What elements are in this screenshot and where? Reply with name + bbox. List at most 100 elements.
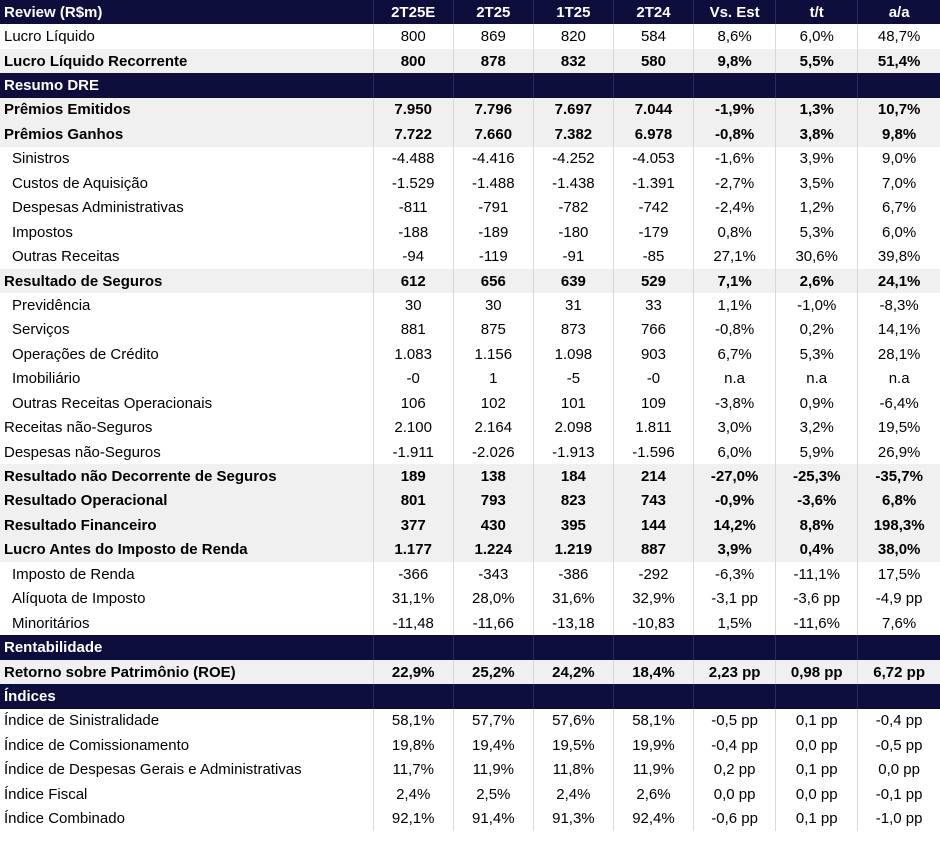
value-cell: 189 bbox=[372, 464, 454, 489]
value-cell: 0,0 pp bbox=[775, 733, 858, 758]
value-cell: 14,1% bbox=[857, 317, 940, 343]
table-row: Resultado Operacional 801 793 823 743 -0,9% -3… bbox=[0, 488, 940, 514]
section-filler-cell bbox=[532, 684, 614, 709]
value-cell: 18,4% bbox=[612, 659, 694, 685]
row-label: Retorno sobre Patrimônio (ROE) bbox=[0, 659, 374, 685]
value-cell: 6,72 pp bbox=[857, 659, 940, 685]
value-cell: 102 bbox=[452, 391, 534, 416]
value-cell: 109 bbox=[612, 391, 694, 416]
value-cell: -8,3% bbox=[857, 293, 940, 318]
value-cell: -1,6% bbox=[693, 146, 776, 172]
value-cell: 58,1% bbox=[372, 708, 454, 734]
value-cell: 14,2% bbox=[693, 513, 776, 538]
value-cell: 529 bbox=[612, 268, 694, 294]
section-filler-cell bbox=[693, 684, 776, 709]
value-cell: 22,9% bbox=[372, 659, 454, 685]
value-cell: 28,1% bbox=[857, 342, 940, 367]
value-cell: -1,0% bbox=[775, 293, 858, 318]
value-cell: -3,1 pp bbox=[693, 586, 776, 611]
table-row: Despesas Administrativas -811 -791 -782 -742… bbox=[0, 195, 940, 220]
value-cell: -4.053 bbox=[612, 146, 694, 172]
value-cell: 2,23 pp bbox=[693, 659, 776, 685]
value-cell: 5,3% bbox=[775, 219, 858, 245]
value-cell: 823 bbox=[532, 488, 614, 514]
value-cell: -11,48 bbox=[372, 610, 454, 636]
table-row: Imposto de Renda -366 -343 -386 -292 -6,3% -11… bbox=[0, 562, 940, 587]
table-row: Lucro Líquido 800 869 820 584 8,6% 6,0% 48,7% bbox=[0, 24, 940, 49]
table-row: Índice de Sinistralidade 58,1% 57,7% 57,6% 5… bbox=[0, 708, 940, 734]
row-label: Imposto de Renda bbox=[12, 565, 135, 583]
value-cell: -0,5 pp bbox=[693, 708, 776, 734]
column-header-qoq: t/t bbox=[775, 0, 858, 25]
value-cell: -3,6% bbox=[775, 488, 858, 514]
value-cell: n.a bbox=[775, 366, 858, 391]
table-row: Operações de Crédito 1.083 1.156 1.098 903 6,… bbox=[0, 342, 940, 367]
value-cell: 873 bbox=[532, 317, 614, 343]
value-cell: -1.488 bbox=[452, 171, 534, 196]
value-cell: -0,1 pp bbox=[857, 782, 940, 807]
value-cell: 2.100 bbox=[372, 415, 454, 440]
section-filler-cell bbox=[857, 73, 940, 98]
value-cell: -1,0 pp bbox=[857, 806, 940, 831]
section-filler-cell bbox=[857, 684, 940, 709]
section-filler-cell bbox=[372, 73, 454, 98]
row-label: Resultado de Seguros bbox=[0, 268, 374, 294]
value-cell: 7.796 bbox=[452, 97, 534, 123]
row-label: Serviços bbox=[12, 321, 70, 339]
value-cell: 138 bbox=[452, 464, 534, 489]
value-cell: 887 bbox=[612, 537, 694, 563]
value-cell: 881 bbox=[372, 317, 454, 343]
value-cell: -0,4 pp bbox=[693, 733, 776, 758]
value-cell: -5 bbox=[532, 366, 614, 391]
row-label: Receitas não-Seguros bbox=[4, 419, 153, 437]
section-filler-cell bbox=[857, 635, 940, 660]
value-cell: -119 bbox=[452, 244, 534, 269]
value-cell: 11,9% bbox=[612, 757, 694, 782]
value-cell: -2.026 bbox=[452, 439, 534, 465]
value-cell: -1.438 bbox=[532, 171, 614, 196]
value-cell: 30 bbox=[452, 293, 534, 318]
value-cell: 0,1 pp bbox=[775, 757, 858, 782]
value-cell: 184 bbox=[532, 464, 614, 489]
section-title: Rentabilidade bbox=[0, 635, 374, 660]
column-header-1t25: 1T25 bbox=[532, 0, 614, 25]
value-cell: 0,9% bbox=[775, 391, 858, 416]
value-cell: 28,0% bbox=[452, 586, 534, 611]
value-cell: 1.224 bbox=[452, 537, 534, 563]
value-cell: 0,4% bbox=[775, 537, 858, 563]
value-cell: -1.529 bbox=[372, 171, 454, 196]
value-cell: 19,4% bbox=[452, 733, 534, 758]
table-row: Despesas não-Seguros -1.911 -2.026 -1.913 -1… bbox=[0, 439, 940, 465]
value-cell: 30 bbox=[372, 293, 454, 318]
section-filler-cell bbox=[532, 73, 614, 98]
value-cell: 2.164 bbox=[452, 415, 534, 440]
value-cell: -0,8% bbox=[693, 317, 776, 343]
section-filler-cell bbox=[775, 684, 858, 709]
value-cell: -25,3% bbox=[775, 464, 858, 489]
value-cell: 1.177 bbox=[372, 537, 454, 563]
value-cell: 3,8% bbox=[775, 122, 858, 147]
value-cell: 10,7% bbox=[857, 97, 940, 123]
value-cell: 3,9% bbox=[693, 537, 776, 563]
table-row: Índice de Comissionamento 19,8% 19,4% 19,5%… bbox=[0, 733, 940, 758]
value-cell: 584 bbox=[612, 24, 694, 49]
value-cell: 656 bbox=[452, 268, 534, 294]
value-cell: 26,9% bbox=[857, 439, 940, 465]
value-cell: 9,8% bbox=[693, 48, 776, 74]
value-cell: 5,3% bbox=[775, 342, 858, 367]
column-header-yoy: a/a bbox=[857, 0, 940, 25]
value-cell: 19,8% bbox=[372, 733, 454, 758]
value-cell: 31 bbox=[532, 293, 614, 318]
section-filler-cell bbox=[612, 684, 694, 709]
value-cell: 101 bbox=[532, 391, 614, 416]
value-cell: -85 bbox=[612, 244, 694, 269]
section-filler-cell bbox=[612, 73, 694, 98]
row-label: Lucro Líquido Recorrente bbox=[0, 48, 374, 74]
value-cell: 27,1% bbox=[693, 244, 776, 269]
row-label: Lucro Antes do Imposto de Renda bbox=[0, 537, 374, 563]
column-header-vs-est: Vs. Est bbox=[693, 0, 776, 25]
value-cell: 800 bbox=[372, 48, 454, 74]
value-cell: -6,3% bbox=[693, 562, 776, 587]
section-title: Resumo DRE bbox=[0, 73, 374, 98]
table-row: Retorno sobre Patrimônio (ROE) 22,9% 25,2%… bbox=[0, 659, 940, 685]
